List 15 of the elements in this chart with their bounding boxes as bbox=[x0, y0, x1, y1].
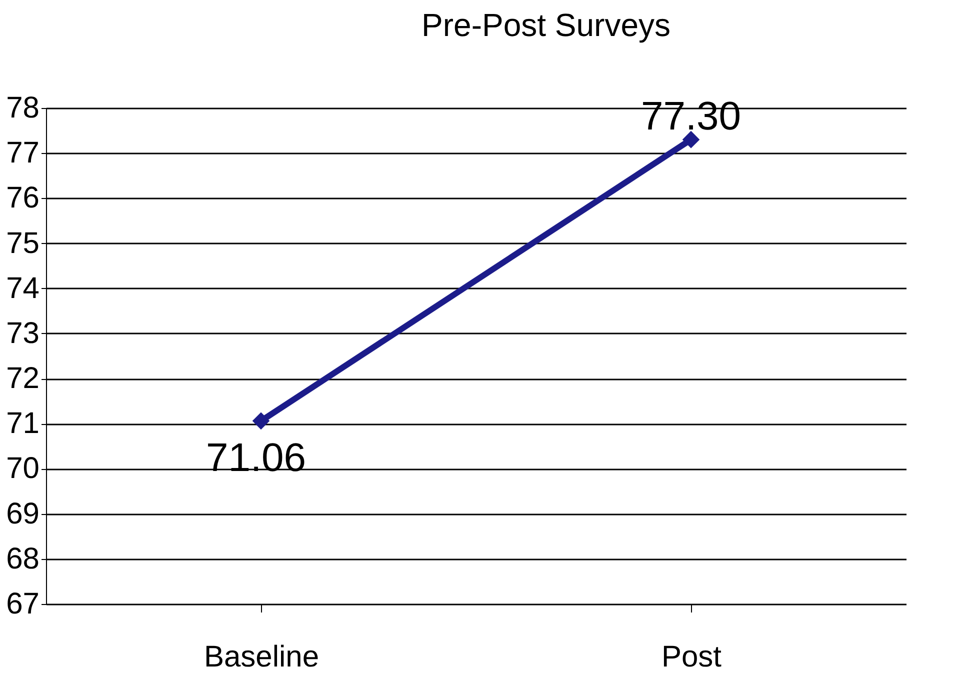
y-tick-label: 74 bbox=[6, 272, 40, 305]
chart-title: Pre-Post Surveys bbox=[422, 7, 670, 43]
y-tick-label: 73 bbox=[6, 316, 40, 350]
y-tick-label: 70 bbox=[6, 452, 40, 486]
y-tick-label: 78 bbox=[6, 92, 40, 124]
y-tick-label: 76 bbox=[6, 182, 40, 215]
x-tick-label: Baseline bbox=[204, 640, 320, 674]
y-tick-label: 67 bbox=[6, 588, 40, 620]
y-tick-label: 75 bbox=[6, 226, 40, 260]
y-tick-label: 77 bbox=[6, 136, 40, 170]
y-tick-label: 69 bbox=[6, 497, 40, 530]
y-tick-label: 72 bbox=[6, 362, 40, 396]
y-tick-label: 68 bbox=[6, 542, 40, 576]
y-tick-label: 71 bbox=[6, 407, 40, 440]
x-tick-label: Post bbox=[661, 640, 722, 674]
